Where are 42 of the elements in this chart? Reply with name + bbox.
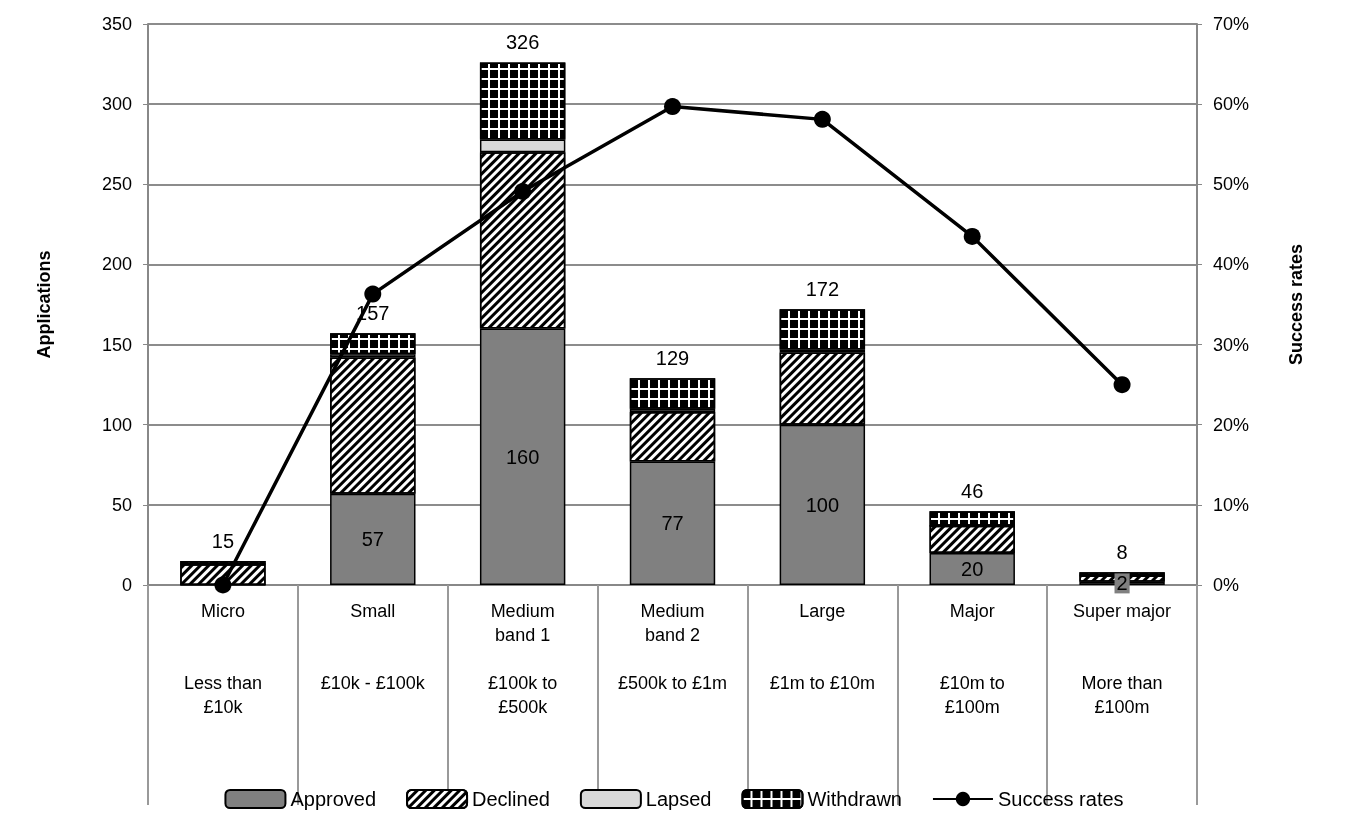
total-label: 46 — [961, 480, 984, 503]
data-label: 20 — [961, 557, 984, 580]
category-label: Large £1m to £10m — [769, 601, 875, 693]
y-tick-label: 300 — [101, 94, 132, 115]
y2-tick-label: 40% — [1213, 254, 1250, 275]
y-tick-label: 350 — [101, 14, 132, 34]
y2-tick-label: 10% — [1213, 494, 1250, 515]
y2-axis-title: Success rates — [1286, 243, 1306, 366]
legend-label: Success rates — [997, 788, 1124, 810]
y2-tick-label: 20% — [1213, 414, 1250, 435]
data-label: 160 — [505, 445, 540, 468]
legend-label: Approved — [290, 788, 377, 810]
y-tick-label: 50 — [111, 494, 132, 515]
y-tick-label: 150 — [101, 334, 132, 355]
data-label: 57 — [361, 528, 384, 551]
category-label: Major £10m to £100m — [939, 601, 1005, 717]
category-label: Super major More than £100m — [1073, 601, 1172, 717]
total-label: 8 — [1116, 541, 1128, 564]
data-label: 77 — [661, 512, 684, 535]
data-label: 100 — [805, 493, 840, 516]
y-tick-label: 100 — [101, 414, 132, 435]
y-tick-label: 200 — [101, 254, 132, 275]
total-label: 326 — [505, 31, 540, 54]
category-label: Micro Less than £10k — [183, 601, 262, 717]
y2-tick-label: 70% — [1213, 14, 1250, 34]
category-label: Medium band 1 £100k to £500k — [488, 601, 558, 717]
y2-tick-label: 30% — [1213, 334, 1250, 355]
total-label: 15 — [211, 529, 235, 552]
data-label: 2 — [1116, 572, 1128, 595]
total-label: 129 — [655, 347, 690, 370]
y-tick-label: 250 — [101, 174, 132, 195]
y2-tick-label: 50% — [1213, 174, 1250, 195]
y-axis-title: Applications — [34, 250, 54, 359]
category-label: Medium band 2 £500k to £1m — [617, 601, 728, 693]
legend-label: Lapsed — [645, 788, 712, 810]
legend-label: Withdrawn — [807, 788, 902, 810]
y2-tick-label: 0% — [1213, 575, 1240, 595]
legend-label: Declined — [472, 788, 550, 810]
total-label: 172 — [805, 278, 840, 301]
y2-tick-label: 60% — [1213, 94, 1250, 115]
category-label: Small £10k - £100k — [320, 601, 425, 693]
y-tick-label: 0 — [121, 575, 132, 595]
